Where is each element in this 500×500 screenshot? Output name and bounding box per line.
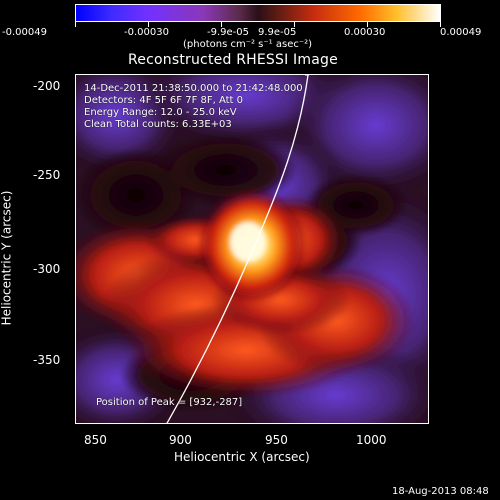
colorbar-tick-label-1: -0.00049 — [2, 27, 47, 38]
colorbar-units-label: (photons cm⁻² s⁻¹ asec⁻²) — [183, 39, 313, 50]
colorbar-ticks — [75, 22, 441, 28]
y-tick-label-3: -300 — [33, 262, 61, 276]
peak-position: Position of Peak = [932,-287] — [96, 397, 243, 408]
plot-title: Reconstructed RHESSI Image — [128, 52, 338, 68]
colorbar-tick-label-2: -0.00030 — [124, 27, 169, 38]
x-tick-label-3: 950 — [265, 433, 288, 447]
footer-timestamp: 18-Aug-2013 08:48 — [392, 486, 489, 497]
image-frame: 14-Dec-2011 21:38:50.000 to 21:42:48.000… — [75, 74, 429, 424]
colorbar-tick-label-4: 9.9e-05 — [258, 27, 297, 38]
y-tick-label-1: -200 — [33, 79, 61, 93]
clean-total-counts: Clean Total counts: 6.33E+03 — [84, 119, 232, 130]
x-axis-label: Heliocentric X (arcsec) — [174, 450, 310, 464]
y-axis-label: Heliocentric Y (arcsec) — [0, 190, 14, 326]
energy-range: Energy Range: 12.0 - 25.0 keV — [84, 107, 237, 118]
x-tick-label-4: 1000 — [356, 433, 387, 447]
colorbar — [75, 4, 441, 22]
rhessi-heatmap — [76, 75, 428, 423]
y-tick-label-2: -250 — [33, 168, 61, 182]
x-tick-label-2: 900 — [169, 433, 192, 447]
detector-info: Detectors: 4F 5F 6F 7F 8F, Att 0 — [84, 95, 244, 106]
y-tick-label-4: -350 — [33, 353, 61, 367]
colorbar-tick-label-6: 0.00049 — [440, 27, 482, 38]
colorbar-tick-label-3: -9.9e-05 — [207, 27, 249, 38]
colorbar-tick-label-5: 0.00030 — [344, 27, 386, 38]
solar-limb-line — [166, 75, 309, 423]
observation-time-range: 14-Dec-2011 21:38:50.000 to 21:42:48.000 — [84, 83, 303, 94]
x-tick-label-1: 850 — [84, 433, 107, 447]
